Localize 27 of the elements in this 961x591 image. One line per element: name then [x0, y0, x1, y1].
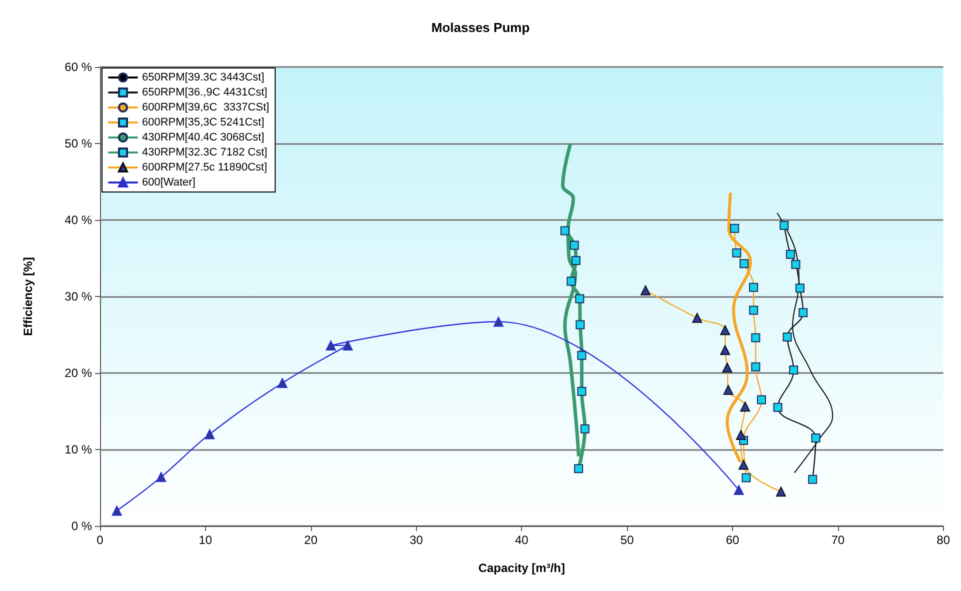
legend-label: 430RPM[32.3C 7182 Cst] [142, 146, 268, 158]
x-tick-label: 80 [936, 533, 950, 547]
x-tick-label: 50 [620, 533, 634, 547]
x-tick-label: 60 [726, 533, 740, 547]
y-tick-label: 30 % [64, 290, 92, 304]
x-tick-label: 70 [831, 533, 845, 547]
y-tick-label: 20 % [64, 366, 92, 380]
y-tick-label: 50 % [64, 136, 92, 150]
x-tick-label: 10 [198, 533, 212, 547]
x-tick-label: 40 [514, 533, 529, 547]
legend-label: 600[Water] [142, 176, 196, 188]
y-tick-label: 40 % [64, 213, 92, 227]
x-tick-label: 30 [410, 533, 424, 547]
y-axis-title: Efficiency [%] [21, 257, 35, 336]
legend-label: 600RPM[39,6C 3337CSt] [142, 102, 270, 114]
legend-label: 600RPM[27.5c 11890Cst] [142, 162, 268, 174]
y-tick-label: 0 % [71, 519, 92, 533]
chart-title: Molasses Pump [431, 20, 530, 35]
y-tick-label: 10 % [64, 442, 92, 456]
legend-label: 430RPM[40.4C 3068Cst] [142, 132, 264, 144]
legend-label: 650RPM[39.3C 3443Cst] [142, 72, 264, 84]
y-tick-label: 60 % [64, 60, 92, 74]
legend-label: 600RPM[35,3C 5241Cst] [142, 116, 264, 128]
x-axis-title: Capacity [m³/h] [478, 561, 566, 575]
legend-label: 650RPM[36.,9C 4431Cst] [142, 86, 268, 98]
x-tick-label: 0 [96, 533, 104, 547]
x-tick-label: 20 [304, 533, 318, 547]
